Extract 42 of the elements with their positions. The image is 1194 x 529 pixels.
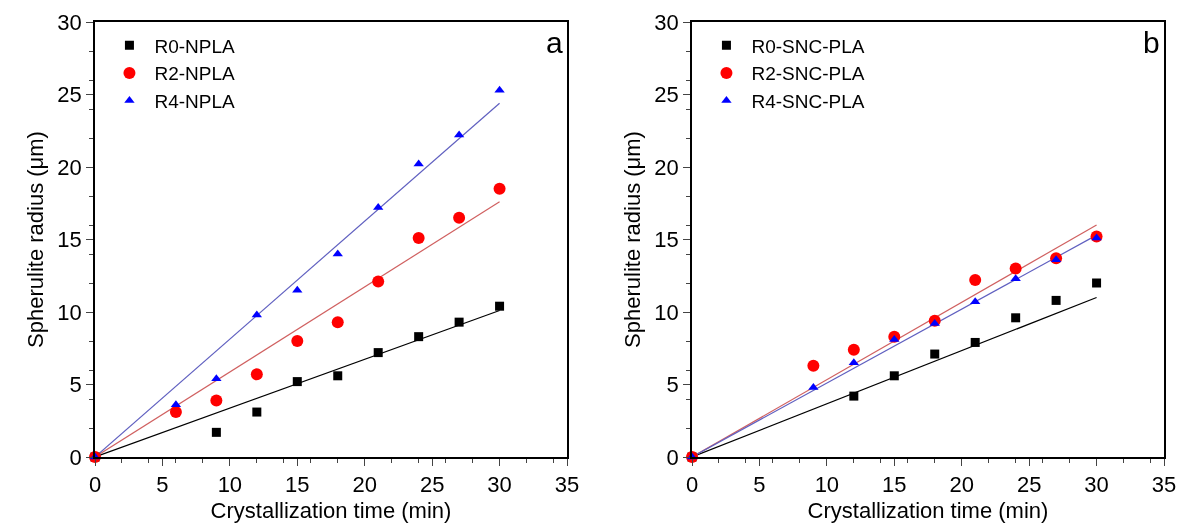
- legend-label: R2-NPLA: [154, 63, 236, 85]
- legend-label: R4-NPLA: [154, 91, 236, 113]
- x-tick-label: 0: [685, 472, 699, 498]
- x-tick-label: 35: [554, 472, 580, 498]
- y-tick-label: 10: [654, 299, 679, 325]
- legend-label: R2-SNC-PLA: [751, 63, 865, 85]
- x-tick-label: 5: [156, 472, 169, 498]
- y-tick-label: 25: [654, 82, 679, 108]
- x-tick-label: 15: [285, 472, 310, 498]
- y-axis-title: Spherulite radius (μm): [619, 131, 645, 348]
- x-tick-label: 15: [882, 472, 907, 498]
- x-tick-label: 10: [814, 472, 840, 498]
- y-tick-label: 10: [57, 299, 82, 325]
- x-tick-label: 25: [419, 472, 445, 498]
- y-tick-label: 0: [69, 444, 82, 470]
- x-tick-label: 5: [753, 472, 766, 498]
- y-tick-label: 15: [57, 227, 82, 253]
- y-tick-label: 30: [57, 9, 82, 35]
- y-tick-label: 20: [57, 154, 82, 180]
- x-tick-label: 20: [352, 472, 377, 498]
- x-tick-label: 0: [88, 472, 102, 498]
- y-tick-label: 20: [654, 154, 679, 180]
- x-tick-label: 30: [487, 472, 512, 498]
- legend-label: R4-SNC-PLA: [751, 91, 865, 113]
- x-tick-label: 20: [949, 472, 974, 498]
- legend-label: R0-SNC-PLA: [751, 35, 865, 57]
- legend-label: R0-NPLA: [154, 35, 236, 57]
- y-tick-label: 30: [654, 9, 679, 35]
- annotation: b: [1143, 26, 1160, 59]
- x-tick-label: 10: [217, 472, 243, 498]
- y-tick-label: 0: [666, 444, 679, 470]
- y-tick-label: 25: [57, 82, 82, 108]
- x-tick-label: 35: [1151, 472, 1177, 498]
- y-tick-label: 5: [69, 372, 82, 398]
- x-tick-label: 25: [1016, 472, 1042, 498]
- y-tick-label: 5: [666, 372, 679, 398]
- y-axis-title: Spherulite radius (μm): [22, 131, 48, 348]
- y-tick-label: 15: [654, 227, 679, 253]
- x-axis-title: Crystallization time (min): [807, 497, 1049, 523]
- x-tick-label: 30: [1084, 472, 1109, 498]
- annotation: a: [546, 26, 563, 59]
- x-axis-title: Crystallization time (min): [210, 497, 452, 523]
